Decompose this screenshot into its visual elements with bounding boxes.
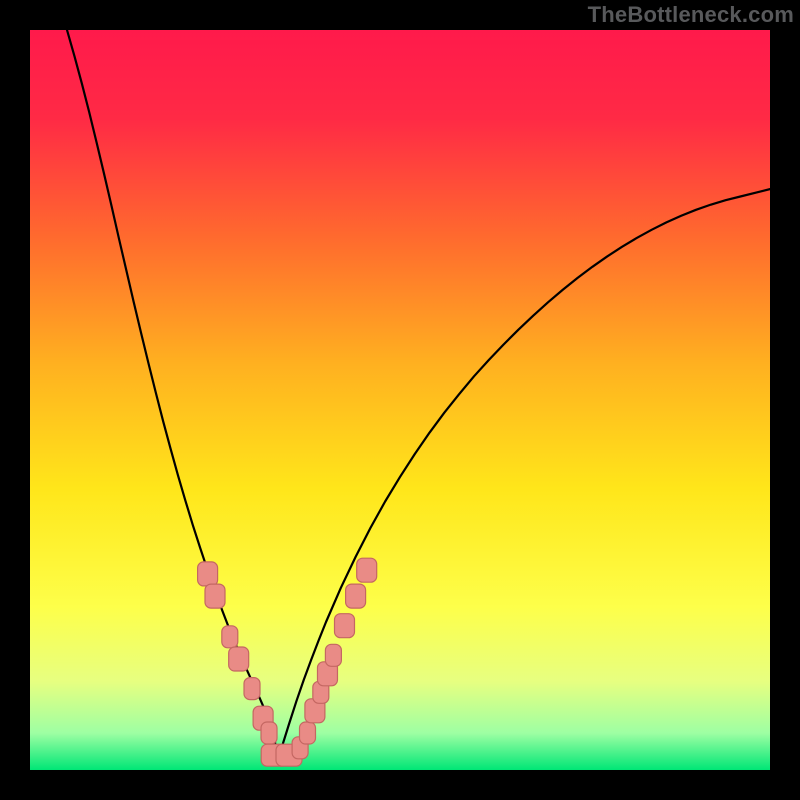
marker-point	[198, 562, 218, 586]
marker-point	[325, 644, 341, 666]
marker-point	[244, 678, 260, 700]
bottleneck-chart	[30, 30, 770, 770]
watermark-text: TheBottleneck.com	[588, 2, 794, 28]
marker-point	[335, 614, 355, 638]
marker-point	[205, 584, 225, 608]
marker-point	[346, 584, 366, 608]
marker-point	[261, 722, 277, 744]
marker-point	[357, 558, 377, 582]
marker-point	[229, 647, 249, 671]
marker-point	[222, 626, 238, 648]
marker-point	[300, 722, 316, 744]
chart-container: TheBottleneck.com	[0, 0, 800, 800]
gradient-background	[30, 30, 770, 770]
plot-area	[30, 30, 770, 770]
